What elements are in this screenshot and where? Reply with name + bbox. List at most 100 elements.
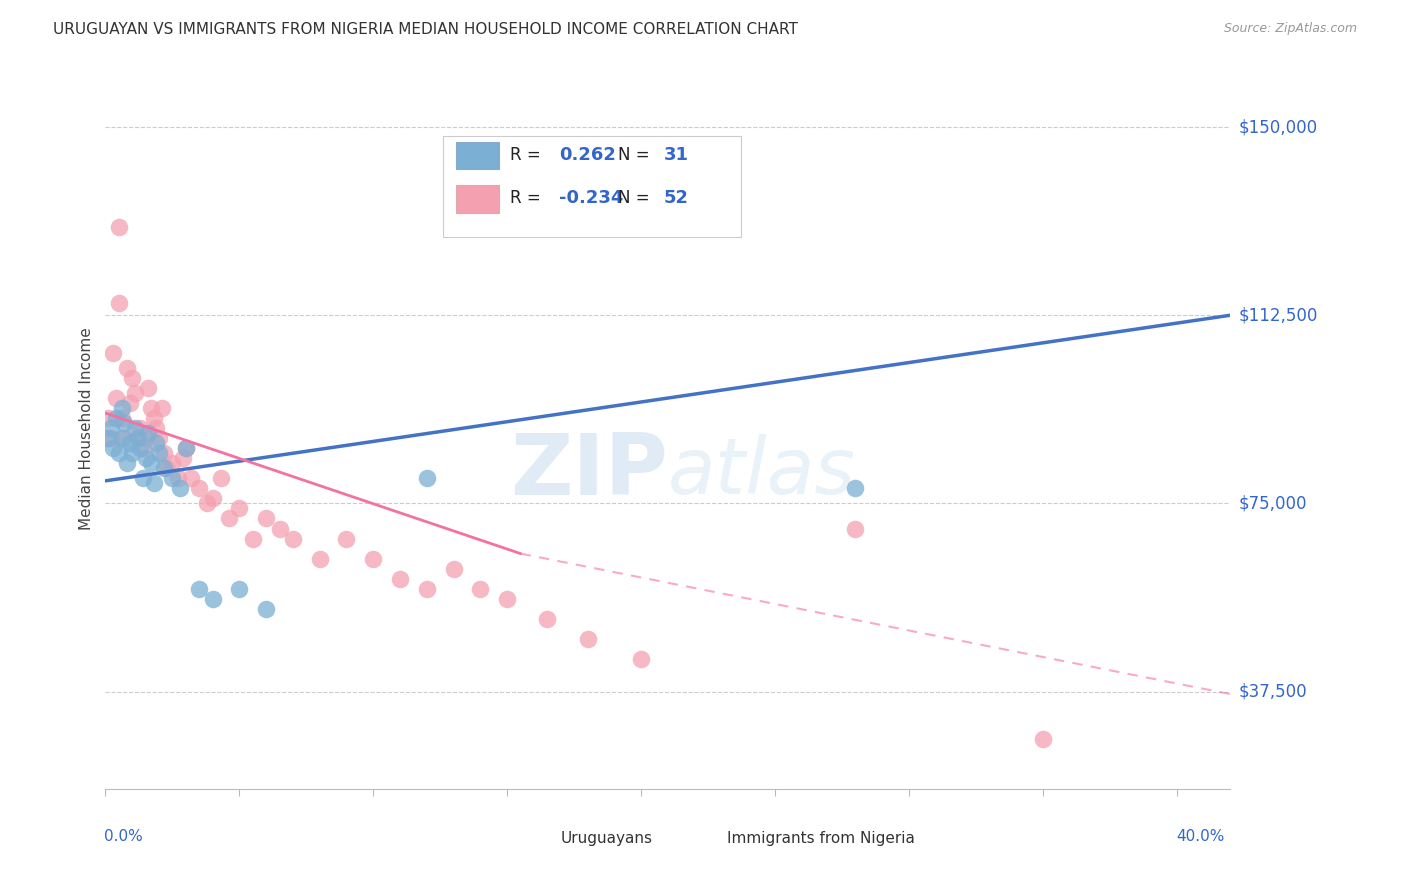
Text: $112,500: $112,500 bbox=[1239, 306, 1317, 325]
Point bbox=[139, 456, 162, 470]
FancyBboxPatch shape bbox=[516, 827, 553, 850]
Point bbox=[188, 582, 211, 596]
Text: -0.234: -0.234 bbox=[558, 189, 623, 208]
Point bbox=[112, 416, 135, 430]
Point bbox=[121, 446, 143, 460]
Point bbox=[576, 632, 599, 646]
Point bbox=[110, 401, 132, 416]
Point bbox=[153, 461, 176, 475]
Point bbox=[110, 411, 132, 425]
Point bbox=[142, 411, 165, 425]
Point bbox=[108, 295, 131, 310]
Point bbox=[112, 431, 135, 445]
Text: 0.262: 0.262 bbox=[558, 146, 616, 164]
Point bbox=[118, 396, 141, 410]
Point bbox=[180, 471, 202, 485]
Text: Immigrants from Nigeria: Immigrants from Nigeria bbox=[727, 831, 915, 846]
Text: atlas: atlas bbox=[668, 434, 856, 509]
Point bbox=[148, 431, 170, 445]
Point bbox=[115, 456, 138, 470]
Point bbox=[1032, 732, 1054, 747]
Point bbox=[124, 421, 146, 435]
Text: 52: 52 bbox=[664, 189, 689, 208]
Point bbox=[108, 446, 131, 460]
Point bbox=[139, 401, 162, 416]
Point bbox=[209, 471, 232, 485]
Point bbox=[254, 602, 277, 616]
Point bbox=[416, 471, 439, 485]
FancyBboxPatch shape bbox=[457, 186, 499, 213]
Point bbox=[145, 421, 167, 435]
Text: 0.0%: 0.0% bbox=[104, 830, 143, 844]
Point bbox=[127, 431, 149, 445]
Point bbox=[416, 582, 439, 596]
Point bbox=[166, 471, 188, 485]
Point bbox=[118, 436, 141, 450]
Point bbox=[129, 442, 152, 455]
Point bbox=[443, 562, 465, 576]
Point bbox=[242, 532, 264, 546]
Point bbox=[105, 411, 128, 425]
Point bbox=[188, 482, 211, 496]
Point bbox=[228, 582, 250, 596]
Text: Source: ZipAtlas.com: Source: ZipAtlas.com bbox=[1223, 22, 1357, 36]
Text: $75,000: $75,000 bbox=[1239, 494, 1308, 512]
Point bbox=[136, 381, 159, 395]
Point bbox=[103, 346, 125, 360]
Point bbox=[103, 442, 125, 455]
Point bbox=[142, 476, 165, 491]
Text: $37,500: $37,500 bbox=[1239, 682, 1308, 700]
Point bbox=[308, 551, 330, 566]
Text: R =: R = bbox=[510, 189, 541, 208]
FancyBboxPatch shape bbox=[457, 142, 499, 169]
Point bbox=[97, 431, 120, 445]
FancyBboxPatch shape bbox=[443, 136, 741, 236]
FancyBboxPatch shape bbox=[682, 827, 718, 850]
Point bbox=[156, 461, 179, 475]
Text: 40.0%: 40.0% bbox=[1177, 830, 1225, 844]
Point bbox=[470, 582, 492, 596]
Point bbox=[108, 220, 131, 235]
Point bbox=[100, 421, 122, 435]
Point bbox=[132, 471, 155, 485]
Text: $150,000: $150,000 bbox=[1239, 118, 1317, 136]
Point bbox=[254, 511, 277, 525]
Point bbox=[124, 386, 146, 401]
Point bbox=[150, 401, 173, 416]
Point bbox=[174, 442, 197, 455]
Point bbox=[201, 491, 224, 506]
Point bbox=[361, 551, 384, 566]
Point bbox=[536, 612, 558, 626]
Point bbox=[172, 451, 194, 466]
Point bbox=[218, 511, 240, 525]
Point bbox=[228, 501, 250, 516]
Text: Uruguayans: Uruguayans bbox=[561, 831, 652, 846]
Text: N =: N = bbox=[619, 146, 650, 164]
Point bbox=[132, 442, 155, 455]
Point bbox=[389, 572, 412, 586]
Point bbox=[135, 451, 157, 466]
Point bbox=[281, 532, 304, 546]
Point bbox=[169, 482, 191, 496]
Point bbox=[269, 521, 291, 535]
Point bbox=[153, 446, 176, 460]
Point bbox=[496, 591, 519, 606]
Point bbox=[162, 471, 184, 485]
Text: N =: N = bbox=[619, 189, 650, 208]
Point bbox=[129, 421, 152, 435]
Point bbox=[195, 496, 218, 510]
Point bbox=[174, 442, 197, 455]
Y-axis label: Median Household Income: Median Household Income bbox=[79, 326, 94, 530]
Point bbox=[148, 446, 170, 460]
Point bbox=[121, 371, 143, 385]
Point bbox=[105, 391, 128, 405]
Point bbox=[127, 431, 149, 445]
Text: ZIP: ZIP bbox=[510, 430, 668, 513]
Point bbox=[100, 431, 122, 445]
Text: 31: 31 bbox=[664, 146, 689, 164]
Text: R =: R = bbox=[510, 146, 541, 164]
Point bbox=[844, 482, 866, 496]
Point bbox=[97, 411, 120, 425]
Point bbox=[201, 591, 224, 606]
Point bbox=[110, 431, 132, 445]
